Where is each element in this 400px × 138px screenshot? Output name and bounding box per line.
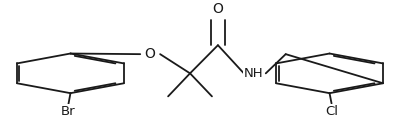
Text: O: O (212, 2, 223, 16)
Text: O: O (145, 47, 156, 61)
Text: NH: NH (244, 67, 264, 80)
Text: Br: Br (61, 105, 76, 118)
Text: Cl: Cl (325, 105, 338, 118)
